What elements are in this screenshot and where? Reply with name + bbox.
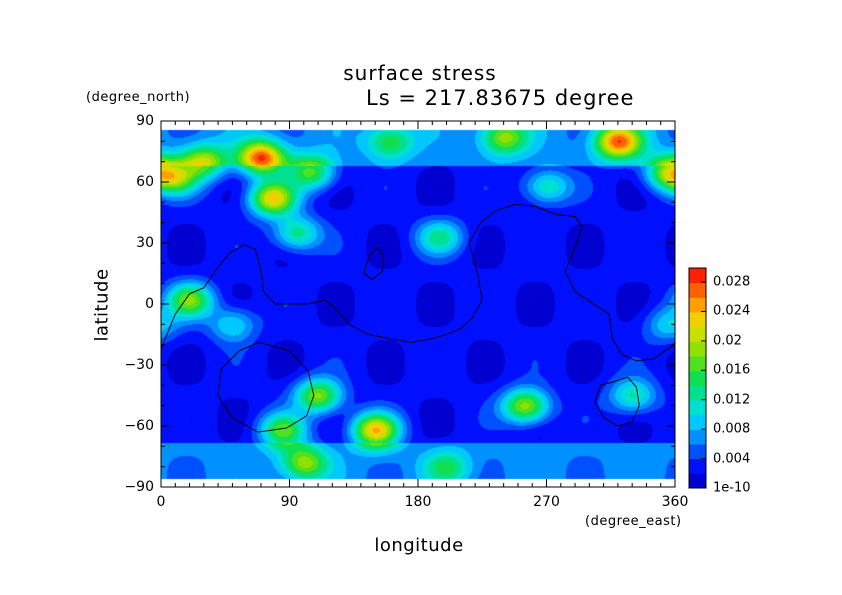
y-tick-label: −90: [124, 479, 154, 495]
y-tick-label: 30: [136, 235, 154, 251]
colorbar-tick-label: 0.024: [713, 303, 751, 319]
colorbar-swatch: [689, 400, 706, 416]
x-tick-label: 270: [533, 494, 560, 510]
y-unit-label: (degree_north): [86, 90, 191, 105]
colorbar-swatch: [689, 473, 706, 489]
y-tick-label: 90: [136, 113, 154, 129]
colorbar-tick-label: 0.02: [713, 333, 742, 349]
y-axis-label: latitude: [91, 268, 113, 342]
y-tick-label: 0: [145, 296, 154, 312]
y-tick-label: −30: [124, 357, 154, 373]
colorbar-swatch: [689, 312, 706, 328]
chart-title: surface stress: [343, 61, 497, 85]
colorbar-tick-label: 0.012: [713, 392, 751, 408]
colorbar-swatch: [689, 429, 706, 445]
colorbar-swatch: [689, 282, 706, 298]
colorbar-swatch: [689, 444, 706, 460]
x-tick-label: 90: [280, 494, 299, 510]
x-axis-label: longitude: [374, 535, 464, 556]
colorbar-swatch: [689, 297, 706, 313]
colorbar-swatch: [689, 341, 706, 357]
y-tick-label: −60: [124, 418, 154, 434]
stress-field-heatmap: [161, 121, 675, 487]
colorbar-swatch: [689, 356, 706, 372]
colorbar-swatch: [689, 370, 706, 386]
x-unit-label: (degree_east): [585, 514, 682, 529]
colorbar-swatch: [689, 414, 706, 430]
x-tick-label: 180: [404, 494, 432, 510]
x-tick-label: 0: [156, 494, 166, 510]
colorbar-tick-label: 0.028: [713, 274, 751, 290]
colorbar-tick-label: 0.004: [713, 451, 751, 467]
colorbar-frame: [688, 267, 707, 489]
colorbar-swatch: [689, 385, 706, 401]
colorbar-tick-label: 0.016: [713, 362, 751, 378]
chart-subtitle: Ls = 217.83675 degree: [366, 86, 635, 110]
x-tick-label: 360: [661, 494, 689, 510]
y-tick-label: 60: [136, 174, 154, 190]
colorbar-swatch: [689, 326, 706, 342]
colorbar-swatch: [689, 458, 706, 474]
colorbar-tick-label: 0.008: [713, 421, 751, 437]
colorbar: [688, 267, 707, 489]
colorbar-tick-label: 1e-10: [713, 480, 751, 496]
colorbar-swatch: [689, 268, 706, 284]
